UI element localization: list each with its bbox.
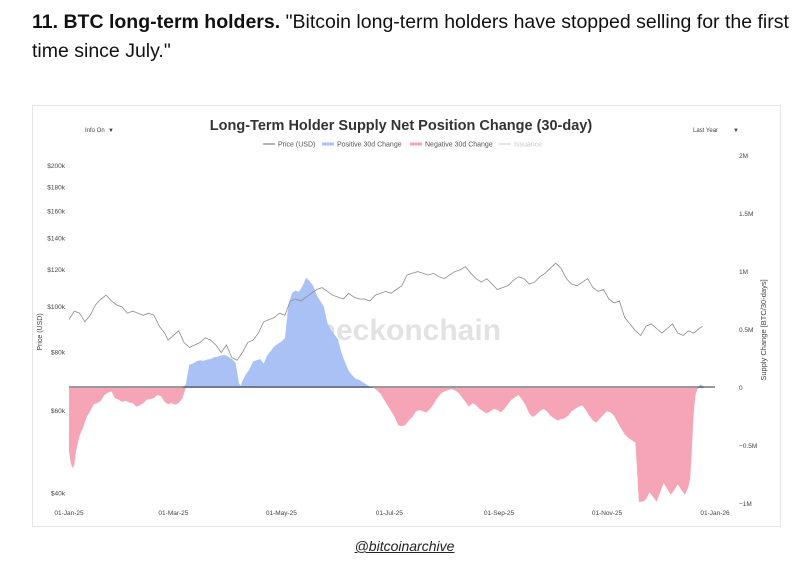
right-tick-label: 1M bbox=[739, 269, 748, 276]
chart-title: Long-Term Holder Supply Net Position Cha… bbox=[210, 118, 593, 134]
left-tick-label: $120k bbox=[47, 267, 65, 274]
left-tick-label: $60k bbox=[51, 408, 66, 415]
headline: 11. BTC long-term holders. "Bitcoin long… bbox=[32, 8, 792, 66]
legend-label-positive: Positive 30d Change bbox=[337, 142, 402, 149]
info-toggle[interactable]: Info On ▼ bbox=[85, 128, 114, 134]
right-tick-label: 1.5M bbox=[739, 211, 753, 218]
left-tick-label: $80k bbox=[51, 349, 66, 356]
x-axis: 01-Jan-25 01-Mar-25 01-May-25 01-Jul-25 01-S… bbox=[54, 510, 730, 517]
x-tick-label: 01-May-25 bbox=[266, 510, 297, 517]
x-tick-label: 01-Jul-25 bbox=[376, 510, 403, 517]
x-tick-label: 01-Jan-25 bbox=[54, 510, 84, 517]
legend-label-negative: Negative 30d Change bbox=[425, 142, 493, 149]
info-chevron-down-icon: ▼ bbox=[108, 128, 114, 134]
x-tick-label: 01-Sep-25 bbox=[484, 510, 515, 517]
right-tick-label: −0.5M bbox=[739, 443, 757, 450]
price-layer bbox=[68, 262, 703, 361]
left-tick-label: $200k bbox=[47, 163, 65, 170]
price-line bbox=[68, 262, 703, 361]
left-tick-label: $160k bbox=[47, 208, 65, 215]
legend-item-negative[interactable]: Negative 30d Change bbox=[410, 142, 493, 149]
legend-item-price[interactable]: Price (USD) bbox=[263, 142, 315, 149]
x-tick-label: 01-Jan-26 bbox=[700, 510, 730, 517]
chart-frame: checkonchain $200k $180k $160k $140k $120k $1… bbox=[32, 105, 781, 527]
x-tick-label: 01-Nov-25 bbox=[592, 510, 623, 517]
footer-handle[interactable]: @bitcoinarchive bbox=[354, 538, 455, 554]
headline-quote: "Bitcoin long-term holders have stopped … bbox=[32, 11, 789, 62]
right-tick-label: −1M bbox=[739, 501, 752, 508]
legend-item-positive[interactable]: Positive 30d Change bbox=[322, 142, 402, 149]
legend: Price (USD) Positive 30d Change Negative… bbox=[263, 142, 542, 149]
chart-svg: checkonchain $200k$180k$160k$140k$120k$1… bbox=[37, 118, 768, 517]
legend-label-price: Price (USD) bbox=[278, 142, 315, 149]
left-tick-label: $40k bbox=[51, 491, 66, 498]
info-toggle-label: Info On bbox=[85, 128, 105, 134]
right-tick-label: 0 bbox=[739, 385, 743, 392]
left-tick-label: $100k bbox=[47, 304, 65, 311]
left-axis: $200k $180k $160k $140k $120k $100k $80k $60k $4… bbox=[47, 163, 65, 498]
headline-number: 11. bbox=[32, 11, 59, 33]
right-tick-label: 2M bbox=[739, 153, 748, 160]
y-axis-label-right: Supply Change [BTC/30-days] bbox=[759, 279, 768, 380]
area-layer bbox=[69, 277, 705, 502]
headline-bold: BTC long-term holders. bbox=[63, 11, 281, 33]
range-chevron-down-icon: ▼ bbox=[733, 128, 739, 134]
left-tick-label: $180k bbox=[47, 184, 65, 191]
positive-change-area bbox=[69, 277, 705, 388]
legend-item-issuance[interactable]: Issuance bbox=[499, 142, 542, 149]
negative-change-area bbox=[69, 388, 705, 502]
legend-label-issuance: Issuance bbox=[514, 142, 542, 149]
right-tick-label: 0.5M bbox=[739, 327, 753, 334]
range-selector-label: Last Year bbox=[693, 128, 718, 134]
range-selector[interactable]: Last Year ▼ bbox=[693, 128, 739, 134]
y-axis-label-left: Price (USD) bbox=[37, 313, 44, 350]
left-tick-label: $140k bbox=[47, 236, 65, 243]
x-tick-label: 01-Mar-25 bbox=[158, 510, 188, 517]
right-axis: 2M 1.5M 1M 0.5M 0 −0.5M −1M bbox=[739, 153, 757, 508]
